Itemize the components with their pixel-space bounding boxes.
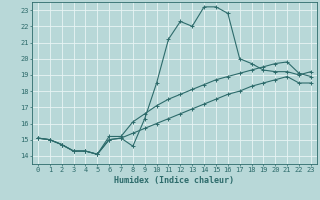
X-axis label: Humidex (Indice chaleur): Humidex (Indice chaleur): [115, 176, 234, 185]
